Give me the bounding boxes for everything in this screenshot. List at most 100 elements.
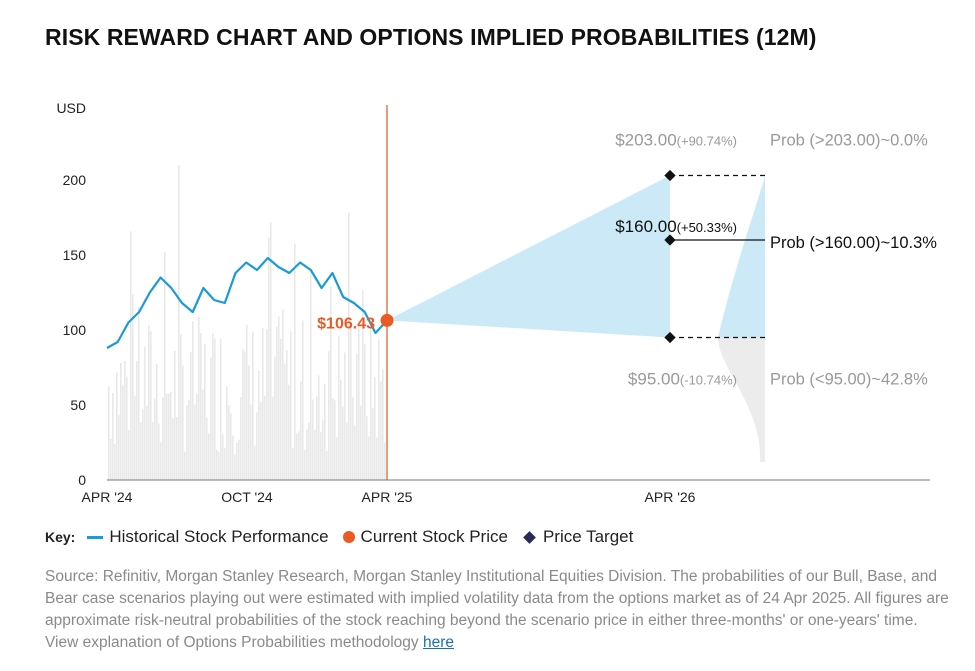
volume-bar xyxy=(202,389,204,480)
volume-bar xyxy=(356,353,358,480)
volume-bar xyxy=(322,419,324,480)
volume-bar xyxy=(330,287,332,480)
source-note: Source: Refinitiv, Morgan Stanley Resear… xyxy=(45,566,955,654)
volume-bar xyxy=(204,343,206,480)
volume-bar xyxy=(298,431,300,480)
volume-bar xyxy=(112,392,114,480)
volume-bar xyxy=(266,329,268,480)
volume-bar xyxy=(286,349,288,480)
volume-bar xyxy=(324,383,326,480)
key-historical-label: Historical Stock Performance xyxy=(109,527,329,546)
y-axis: 0 50 100 150 200 xyxy=(63,172,87,488)
volume-bar xyxy=(126,376,128,480)
volume-bar xyxy=(206,417,208,480)
volume-bar xyxy=(288,384,290,480)
volume-bar xyxy=(134,396,136,480)
volume-bar xyxy=(238,439,240,480)
key-label: Key: xyxy=(45,529,76,545)
volume-bar xyxy=(228,405,230,480)
price-target-bear-label: $95.00(-10.74%) xyxy=(628,370,737,389)
volume-bar xyxy=(346,422,348,480)
volume-bar xyxy=(256,412,258,480)
volume-bar xyxy=(296,433,298,480)
volume-bar xyxy=(166,393,168,480)
volume-bar xyxy=(344,352,346,480)
price-target-bull-probability: Prob (>203.00)~0.0% xyxy=(770,132,928,150)
volume-bar xyxy=(148,325,150,480)
volume-bar xyxy=(186,404,188,480)
volume-bar xyxy=(236,442,238,480)
volume-bar xyxy=(280,338,282,480)
volume-bar xyxy=(262,328,264,480)
volume-bar xyxy=(272,396,274,480)
diamond-icon xyxy=(664,331,676,344)
price-targets: $203.00(+90.74%) Prob (>203.00)~0.0% $160.… xyxy=(615,131,937,389)
volume-bar xyxy=(260,402,262,480)
volume-bar xyxy=(234,454,236,480)
target-price-value: $95.00 xyxy=(628,370,680,389)
methodology-link[interactable]: here xyxy=(422,634,455,651)
volume-bar xyxy=(214,338,216,480)
volume-bar xyxy=(336,437,338,480)
probability-distribution-lower xyxy=(718,337,765,462)
volume-bar xyxy=(174,350,176,480)
volume-bar xyxy=(314,430,316,480)
volume-bar xyxy=(268,237,270,480)
key-target-label: Price Target xyxy=(542,527,634,546)
volume-bar xyxy=(216,449,218,480)
volume-bar xyxy=(276,326,278,480)
x-tick-label: APR '24 xyxy=(82,489,133,505)
volume-bar xyxy=(154,398,156,480)
volume-bar xyxy=(370,320,372,480)
price-target-base-probability: Prob (>160.00)~10.3% xyxy=(770,234,937,252)
target-price-change: (-10.74%) xyxy=(680,373,737,388)
volume-bar xyxy=(132,293,134,480)
volume-bar xyxy=(246,324,248,480)
volume-bar xyxy=(146,405,148,480)
volume-bar xyxy=(304,450,306,480)
historical-price-line xyxy=(106,256,388,349)
y-tick-label: 150 xyxy=(63,247,87,263)
volume-bar xyxy=(306,429,308,480)
volume-bar xyxy=(350,322,352,480)
volume-bar xyxy=(254,445,256,480)
volume-bar xyxy=(230,413,232,480)
volume-bar xyxy=(178,165,180,480)
diamond-swatch-icon xyxy=(523,530,536,544)
volume-bar xyxy=(170,391,172,480)
dot-swatch-icon xyxy=(342,531,355,543)
volume-bar xyxy=(150,331,152,480)
volume-bar xyxy=(312,399,314,480)
y-tick-label: 200 xyxy=(63,172,87,188)
target-price-value: $160.00 xyxy=(615,217,676,236)
key-historical: Historical Stock Performance xyxy=(87,527,329,547)
volume-bar xyxy=(198,316,200,480)
y-tick-label: 0 xyxy=(78,472,86,488)
key-target: Price Target xyxy=(522,527,633,547)
volume-bar xyxy=(218,452,220,480)
chart-title: RISK REWARD CHART AND OPTIONS IMPLIED PR… xyxy=(45,24,817,50)
volume-bar xyxy=(384,442,386,480)
volume-bar xyxy=(208,433,210,480)
volume-bar xyxy=(270,222,272,480)
volume-bar xyxy=(224,447,226,480)
diamond-icon xyxy=(664,169,676,182)
target-price-change: (+50.33%) xyxy=(677,220,737,235)
volume-bar xyxy=(328,351,330,480)
volume-bar xyxy=(144,346,146,480)
volume-bar xyxy=(184,451,186,480)
volume-bar xyxy=(182,365,184,480)
volume-bar xyxy=(340,379,342,480)
volume-bar xyxy=(250,404,252,480)
scenario-cone xyxy=(387,175,670,338)
volume-bar xyxy=(110,438,112,480)
volume-bar xyxy=(180,334,182,480)
volume-bar xyxy=(200,332,202,480)
volume-bar xyxy=(372,408,374,480)
volume-bar xyxy=(348,212,350,480)
volume-bar xyxy=(278,316,280,480)
volume-bar xyxy=(248,365,250,480)
volume-bar xyxy=(332,398,334,480)
volume-bar xyxy=(362,290,364,480)
y-axis-unit: USD xyxy=(56,100,86,116)
